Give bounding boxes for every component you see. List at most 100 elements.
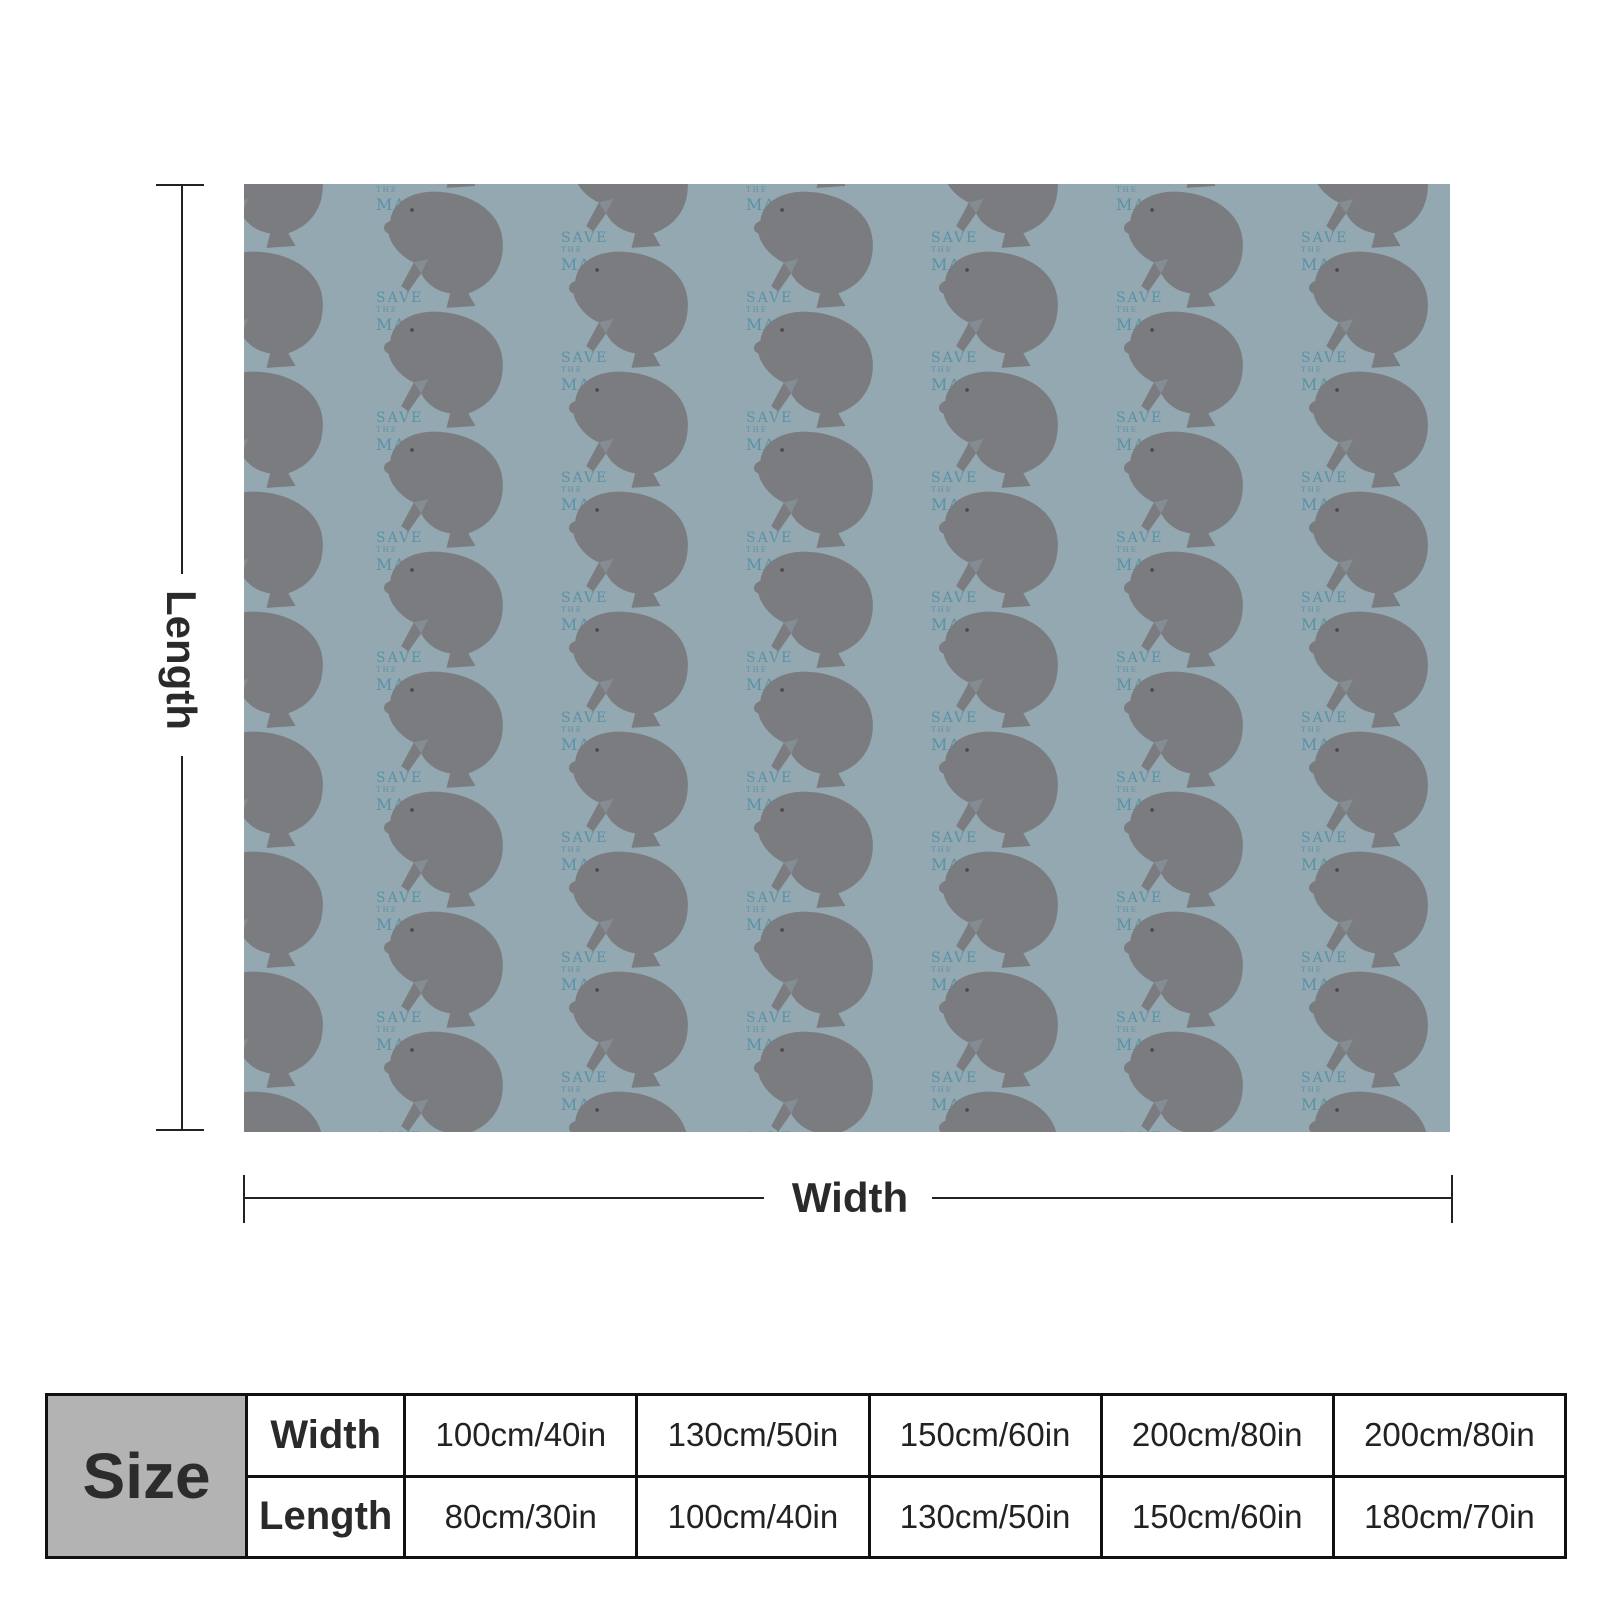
manatee-motif: SAVETHEMANATEE [376,1031,503,1132]
pattern-text: SAVE [931,350,978,366]
pattern-text: SAVE [561,470,608,486]
pattern-text: THE [1301,966,1323,974]
pattern-text: THE [746,546,768,554]
pattern-text: THE [376,426,398,434]
pattern-text: THE [561,1086,583,1094]
pattern-text: SAVE [1301,470,1348,486]
pattern-text: SAVE [931,830,978,846]
pattern-text: THE [1116,666,1138,674]
pattern-text: THE [561,246,583,254]
pattern-text: THE [1301,846,1323,854]
pattern-text: SAVE [1301,950,1348,966]
manatee-motif: SAVETHEMANATEE [244,1091,323,1132]
width-line-right-cap [1451,1175,1453,1223]
pattern-text: SAVE [1301,1070,1348,1086]
pattern-text: SAVE [561,710,608,726]
pattern-text: THE [746,1026,768,1034]
pattern-text: SAVE [1116,410,1163,426]
pattern-text: THE [931,846,953,854]
pattern-text: THE [1301,606,1323,614]
width-line-left-cap [243,1175,245,1223]
pattern-text: SAVE [376,1130,423,1132]
pattern-text: SAVE [1301,710,1348,726]
length-line-bottom-cap [156,1129,204,1131]
size-table: Size Width 100cm/40in 130cm/50in 150cm/6… [44,1393,1568,1559]
pattern-text: SAVE [1301,830,1348,846]
length-line-upper [181,184,183,574]
pattern-text: SAVE [931,470,978,486]
pattern-text: THE [1301,366,1323,374]
width-line-right [932,1197,1452,1199]
pattern-text: THE [561,846,583,854]
pattern-text: THE [931,1086,953,1094]
length-cell: 80cm/30in [403,1474,639,1559]
size-title-cell: Size [44,1393,249,1559]
pattern-text: SAVE [1116,1130,1163,1132]
pattern-text: THE [1301,726,1323,734]
pattern-text: THE [561,606,583,614]
width-cell: 200cm/80in [1331,1393,1568,1478]
pattern-text: SAVE [746,650,793,666]
pattern-text: SAVE [1116,770,1163,786]
pattern-text: THE [376,546,398,554]
length-cell: 180cm/70in [1331,1474,1568,1559]
pattern-text: SAVE [746,1010,793,1026]
pattern-text: THE [376,186,398,194]
pattern-text: THE [931,726,953,734]
pattern-text: THE [931,246,953,254]
pattern-text: SAVE [561,950,608,966]
pattern-text: SAVE [376,410,423,426]
pattern-text: SAVE [746,530,793,546]
width-cell: 100cm/40in [403,1393,639,1478]
pattern-text: SAVE [746,184,793,186]
pattern-text: SAVE [376,890,423,906]
pattern-text: THE [561,726,583,734]
pattern-text: SAVE [561,590,608,606]
pattern-text: SAVE [746,770,793,786]
length-cell: 130cm/50in [867,1474,1103,1559]
pattern-text: SAVE [1301,230,1348,246]
pattern-text: THE [1301,246,1323,254]
pattern-text: THE [561,486,583,494]
length-line-lower [181,756,183,1130]
pattern-text: SAVE [931,230,978,246]
pattern-text: SAVE [376,770,423,786]
pattern-text: THE [1116,306,1138,314]
length-cell: 150cm/60in [1099,1474,1335,1559]
pattern-text: SAVE [376,1010,423,1026]
length-row-header: Length [245,1474,407,1559]
pattern-text: THE [746,306,768,314]
pattern-text: THE [1301,486,1323,494]
pattern-text: THE [1116,186,1138,194]
width-row-header: Width [245,1393,407,1478]
length-cell: 100cm/40in [635,1474,871,1559]
pattern-text: THE [746,426,768,434]
pattern-text: SAVE [376,184,423,186]
pattern-text: SAVE [746,890,793,906]
pattern-text: SAVE [1116,650,1163,666]
pattern-text: SAVE [746,410,793,426]
pattern-text: SAVE [561,830,608,846]
pattern-text: SAVE [1116,530,1163,546]
width-line-left [244,1197,764,1199]
manatee-motif: SAVETHEMANATEE [1116,1031,1243,1132]
length-line-top-cap [156,184,204,186]
pattern-text: THE [1116,1026,1138,1034]
length-label: Length [157,580,205,740]
pattern-text: SAVE [931,1070,978,1086]
pattern-text: THE [931,606,953,614]
pattern-text: THE [931,966,953,974]
pattern-text: THE [1116,906,1138,914]
pattern-text: SAVE [561,350,608,366]
pattern-text: THE [561,966,583,974]
pattern-text: THE [376,906,398,914]
manatee-motif: SAVETHEMANATEE [746,1031,873,1132]
blanket-image: SAVETHEMANATEE SAVETHEMANATEE SAVETHEMANAT… [244,184,1450,1132]
pattern-text: THE [1301,1086,1323,1094]
pattern-text: THE [376,786,398,794]
pattern-text: SAVE [1116,890,1163,906]
pattern-text: SAVE [561,230,608,246]
pattern-text: SAVE [1301,350,1348,366]
pattern-text: THE [931,486,953,494]
pattern-text: SAVE [746,290,793,306]
